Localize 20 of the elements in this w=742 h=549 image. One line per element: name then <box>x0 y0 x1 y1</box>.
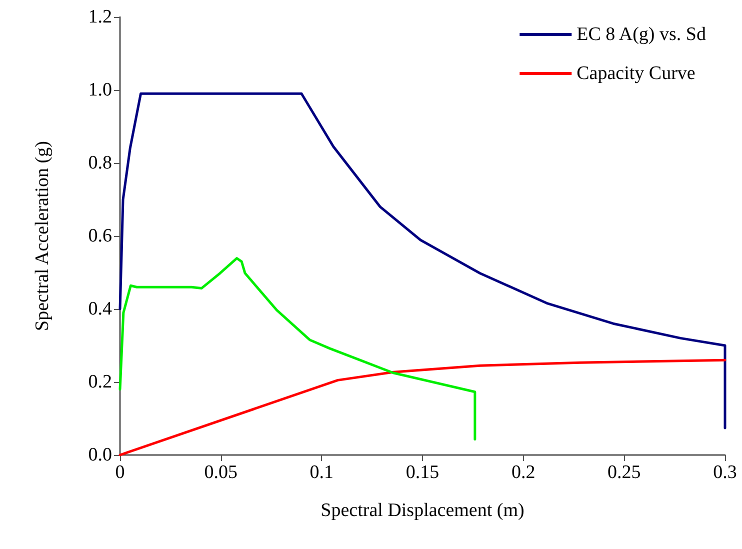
y-tick-label: 1.0 <box>88 80 112 100</box>
x-tick-label: 0.1 <box>310 462 334 483</box>
y-tick-label: 0.8 <box>88 152 112 174</box>
y-tick-label: 0.2 <box>88 372 112 392</box>
y-tick-label: 0.4 <box>88 298 112 320</box>
y-axis-title: Spectral Acceleration (g) <box>32 141 53 331</box>
x-tick-label: 0.2 <box>511 462 536 483</box>
x-tick-label: 0.25 <box>608 462 641 483</box>
x-tick-label: 0.3 <box>713 462 737 483</box>
y-tick-label: 0.6 <box>88 226 112 246</box>
x-axis-title: Spectral Displacement (m) <box>320 500 524 521</box>
line-series <box>118 257 476 441</box>
x-tick-label: 0.05 <box>204 462 238 483</box>
y-tick-label: 0.0 <box>88 444 112 466</box>
x-tick-label: 0.15 <box>406 462 440 483</box>
x-tick-label: 0 <box>115 462 125 483</box>
legend-label: Capacity Curve <box>576 63 696 84</box>
y-tick-label: 1.2 <box>88 6 112 28</box>
legend-label: EC 8 A(g) vs. Sd <box>576 24 706 45</box>
line-series <box>118 92 726 430</box>
